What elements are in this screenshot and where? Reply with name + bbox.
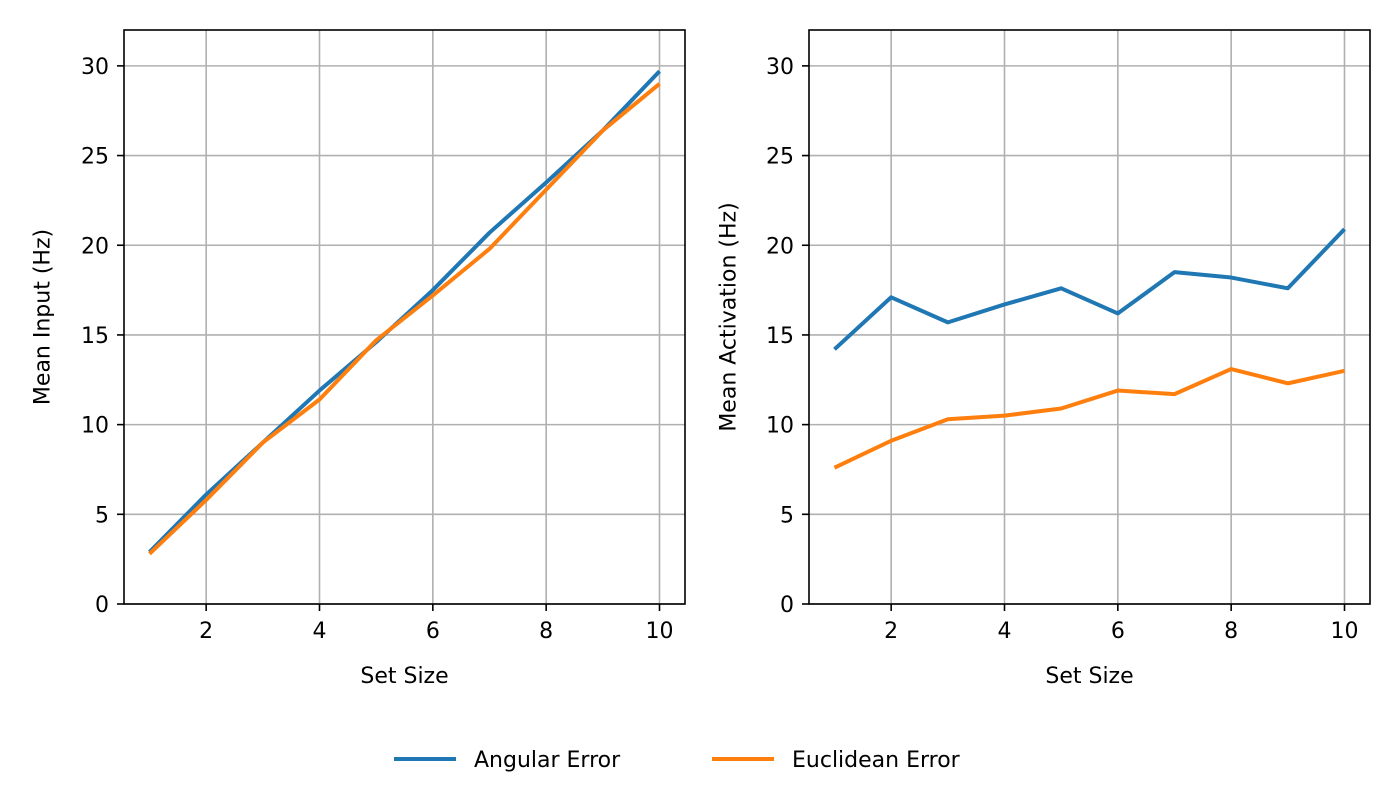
- right-x-axis-label: Set Size: [1045, 664, 1133, 689]
- left-y-tick-label: 15: [81, 324, 109, 349]
- legend-label-euclidean-error: Euclidean Error: [792, 748, 961, 773]
- left-axes-frame: [123, 29, 686, 605]
- left-y-tick-label: 5: [95, 503, 109, 528]
- legend-label-angular-error: Angular Error: [474, 748, 621, 773]
- left-x-tick-label: 4: [313, 619, 327, 644]
- left-x-tick-label: 10: [646, 619, 674, 644]
- left-x-tick-label: 8: [539, 619, 553, 644]
- left-y-tick-label: 20: [81, 234, 109, 259]
- right-x-tick-label: 4: [998, 619, 1012, 644]
- left-series-euclidean-error: [148, 82, 661, 556]
- legend: Angular Error Euclidean Error: [394, 748, 961, 773]
- right-x-tick-label: 10: [1331, 619, 1359, 644]
- left-y-tick-label: 25: [81, 145, 109, 170]
- right-x-tick-label: 2: [884, 619, 898, 644]
- right-panel: 2 4 6 8 10 0 5 10 15 20 25 30 Set Size Mean Activat…: [717, 29, 1371, 689]
- right-y-tick-label: 10: [766, 414, 794, 439]
- left-x-tick-label: 6: [426, 619, 440, 644]
- right-axes-frame: [808, 29, 1371, 605]
- right-y-axis-label: Mean Activation (Hz): [717, 202, 742, 431]
- left-y-tick-label: 10: [81, 414, 109, 439]
- right-x-tick-label: 8: [1224, 619, 1238, 644]
- right-y-tick-label: 30: [766, 55, 794, 80]
- left-y-tick-label: 30: [81, 55, 109, 80]
- right-y-tick-label: 20: [766, 234, 794, 259]
- right-y-tick-label: 15: [766, 324, 794, 349]
- right-series-angular-error: [833, 227, 1346, 351]
- left-x-axis-label: Set Size: [360, 664, 448, 689]
- left-x-tick-label: 2: [199, 619, 213, 644]
- right-y-tick-label: 5: [780, 503, 794, 528]
- right-x-tick-label: 6: [1111, 619, 1125, 644]
- left-y-axis-label: Mean Input (Hz): [31, 229, 56, 405]
- left-y-tick-label: 0: [95, 593, 109, 618]
- left-panel: 2 4 6 8 10 0 5 10 15 20 25 30 Set Size Mean Input (…: [31, 29, 686, 689]
- right-series-euclidean-error: [833, 367, 1345, 470]
- right-y-tick-label: 25: [766, 145, 794, 170]
- right-y-tick-label: 0: [780, 593, 794, 618]
